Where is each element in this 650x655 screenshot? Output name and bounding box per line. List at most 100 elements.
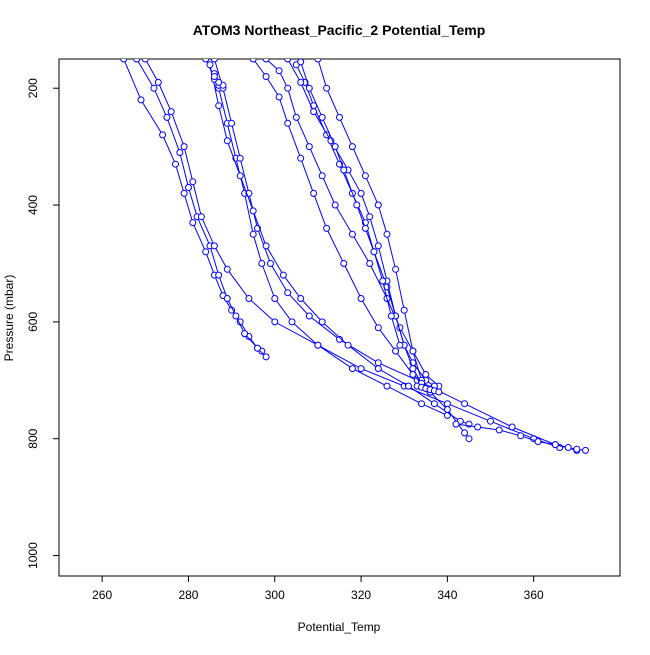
data-point [223, 265, 231, 273]
data-point [176, 149, 184, 156]
data-point [474, 423, 482, 431]
data-point [366, 213, 374, 221]
data-point [374, 359, 382, 367]
data-point [392, 347, 400, 355]
data-point [267, 260, 274, 267]
data-point [331, 143, 339, 151]
data-point [262, 242, 270, 250]
x-tick-label: 260 [92, 588, 112, 602]
data-point [443, 400, 451, 408]
data-point [495, 426, 503, 434]
data-point [517, 432, 525, 440]
series-line [213, 59, 577, 451]
x-axis-label: Potential_Temp [298, 620, 381, 634]
data-point [348, 230, 356, 238]
data-point [297, 295, 305, 302]
data-point [374, 324, 382, 332]
data-point [465, 435, 473, 443]
data-point [262, 73, 270, 80]
data-point [189, 219, 197, 227]
data-point [288, 318, 296, 326]
data-point [305, 84, 313, 92]
x-tick-label: 280 [178, 588, 198, 602]
data-point [206, 61, 214, 69]
series-8 [249, 59, 473, 443]
data-point [249, 59, 257, 63]
data-point [314, 59, 322, 63]
data-point [271, 295, 279, 302]
data-point [430, 400, 438, 408]
data-point [202, 59, 210, 63]
data-point [323, 84, 331, 92]
y-tick-label: 1000 [26, 542, 40, 569]
data-point [534, 438, 542, 446]
data-point [336, 113, 343, 121]
data-point [318, 172, 326, 180]
data-point [210, 242, 218, 250]
data-point [387, 312, 395, 320]
data-point [150, 84, 158, 92]
data-point [297, 154, 305, 162]
data-point [383, 230, 391, 238]
data-point [133, 59, 141, 63]
data-point [258, 260, 266, 267]
data-point [348, 365, 356, 373]
data-point [310, 189, 318, 197]
data-point [159, 131, 167, 139]
data-point [357, 189, 365, 197]
data-point [271, 318, 279, 326]
data-point [461, 400, 469, 408]
data-point [228, 119, 236, 127]
y-tick-label: 200 [26, 78, 40, 98]
data-point [357, 365, 365, 373]
data-point [361, 224, 369, 232]
series-line [317, 59, 431, 393]
data-point [120, 59, 128, 63]
data-point [172, 160, 179, 168]
data-point [353, 201, 361, 209]
y-tick-label: 600 [26, 312, 40, 332]
data-point [405, 382, 412, 390]
x-axis: 260 280 300 320 340 360 [92, 576, 544, 602]
data-point [180, 189, 188, 197]
data-point [310, 108, 318, 116]
data-point [262, 59, 270, 63]
series-line [252, 59, 470, 440]
data-point [249, 230, 257, 238]
series-12 [284, 59, 434, 393]
data-point [210, 73, 218, 80]
data-point [409, 347, 417, 355]
data-point [137, 96, 145, 104]
data-point [284, 119, 292, 127]
x-tick-label: 320 [351, 588, 371, 602]
series-13 [297, 59, 404, 349]
data-point [383, 382, 391, 390]
data-point [292, 113, 300, 121]
series-7 [210, 70, 227, 89]
series-2 [133, 59, 270, 361]
data-point [254, 344, 261, 352]
series-15 [413, 382, 443, 396]
data-point [275, 67, 283, 75]
data-point [232, 312, 240, 320]
data-point [189, 178, 197, 186]
data-point [163, 113, 171, 121]
data-point [305, 312, 313, 320]
data-point [284, 59, 292, 63]
data-point [215, 102, 223, 110]
data-point [370, 248, 378, 256]
y-tick-label: 800 [26, 428, 40, 448]
data-point [435, 388, 443, 396]
data-point [154, 78, 162, 86]
y-tick-label: 400 [26, 195, 40, 215]
x-tick-label: 360 [524, 588, 544, 602]
data-point [141, 59, 149, 63]
data-point [262, 353, 270, 361]
x-tick-label: 340 [437, 588, 457, 602]
data-point [249, 207, 257, 215]
data-point [551, 441, 559, 449]
series-14 [452, 420, 589, 454]
data-point [223, 295, 231, 302]
data-point [297, 78, 305, 86]
